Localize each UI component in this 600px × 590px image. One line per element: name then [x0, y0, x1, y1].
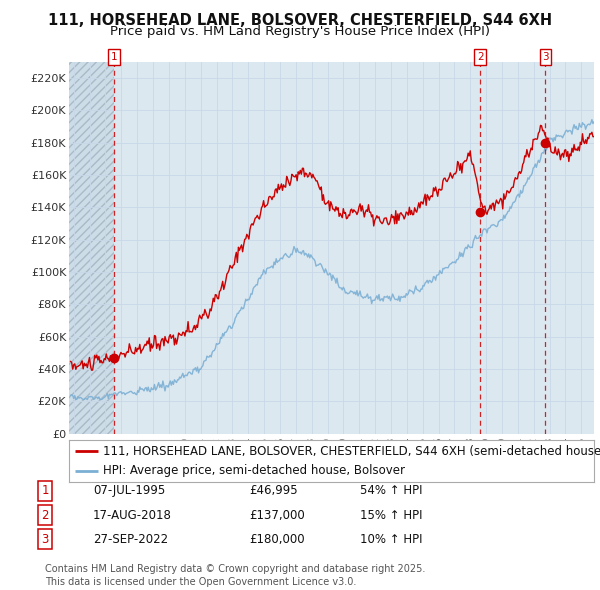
Text: £180,000: £180,000	[249, 533, 305, 546]
Text: 1: 1	[110, 52, 117, 62]
Text: 1: 1	[41, 484, 49, 497]
Text: £137,000: £137,000	[249, 509, 305, 522]
Text: Contains HM Land Registry data © Crown copyright and database right 2025.
This d: Contains HM Land Registry data © Crown c…	[45, 564, 425, 587]
Text: HPI: Average price, semi-detached house, Bolsover: HPI: Average price, semi-detached house,…	[103, 464, 405, 477]
Text: 17-AUG-2018: 17-AUG-2018	[93, 509, 172, 522]
Polygon shape	[69, 62, 114, 434]
Text: 27-SEP-2022: 27-SEP-2022	[93, 533, 168, 546]
Text: Price paid vs. HM Land Registry's House Price Index (HPI): Price paid vs. HM Land Registry's House …	[110, 25, 490, 38]
Text: 07-JUL-1995: 07-JUL-1995	[93, 484, 165, 497]
Text: 111, HORSEHEAD LANE, BOLSOVER, CHESTERFIELD, S44 6XH: 111, HORSEHEAD LANE, BOLSOVER, CHESTERFI…	[48, 13, 552, 28]
Text: 2: 2	[477, 52, 484, 62]
Text: 10% ↑ HPI: 10% ↑ HPI	[360, 533, 422, 546]
Text: 3: 3	[542, 52, 549, 62]
Text: £46,995: £46,995	[249, 484, 298, 497]
Text: 111, HORSEHEAD LANE, BOLSOVER, CHESTERFIELD, S44 6XH (semi-detached house): 111, HORSEHEAD LANE, BOLSOVER, CHESTERFI…	[103, 444, 600, 457]
Text: 3: 3	[41, 533, 49, 546]
Text: 15% ↑ HPI: 15% ↑ HPI	[360, 509, 422, 522]
Text: 54% ↑ HPI: 54% ↑ HPI	[360, 484, 422, 497]
Text: 2: 2	[41, 509, 49, 522]
